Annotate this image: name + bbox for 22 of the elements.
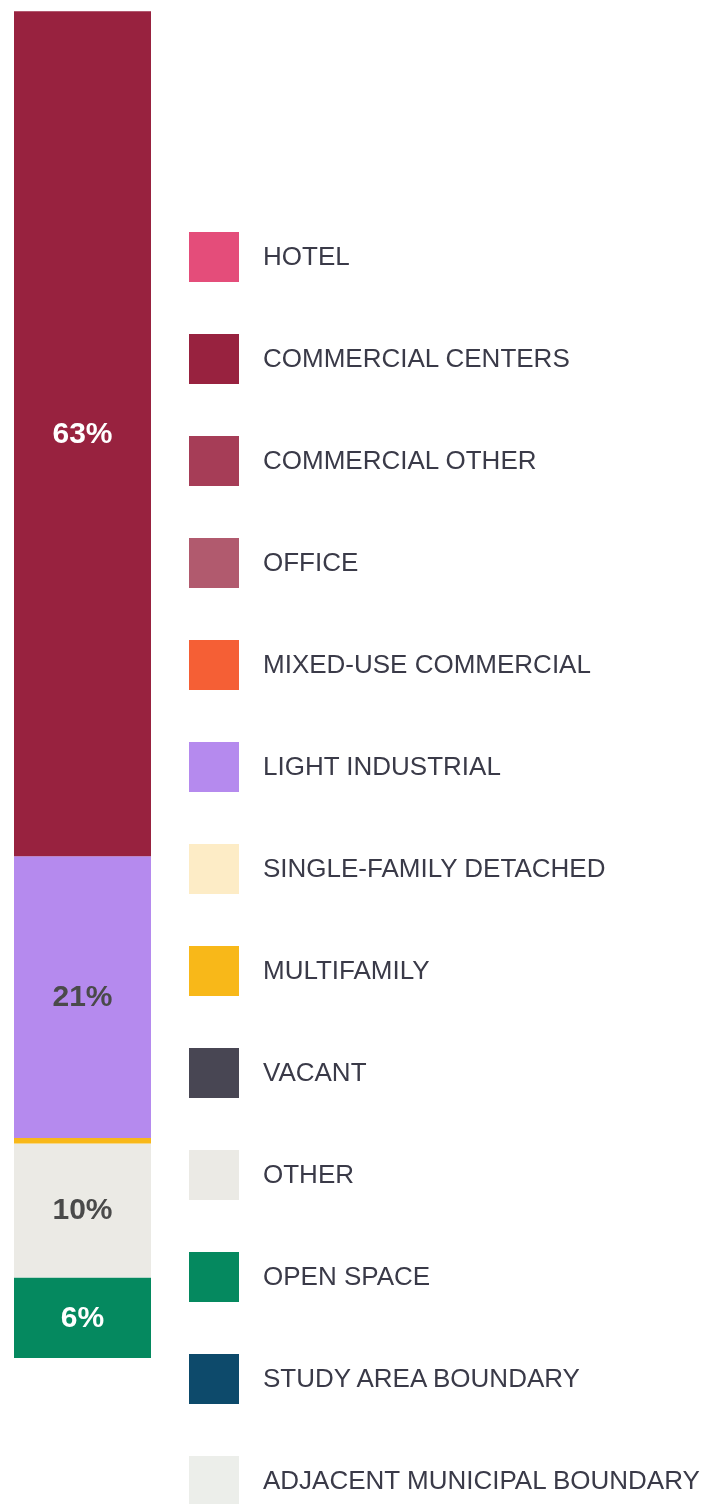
bar [14, 1277, 151, 1358]
legend-label: COMMERCIAL OTHER [263, 445, 537, 475]
bar [14, 11, 151, 857]
legend-label: OFFICE [263, 547, 359, 577]
legend-label: LIGHT INDUSTRIAL [263, 751, 501, 781]
legend-label: MIXED-USE COMMERCIAL [263, 649, 591, 679]
legend-label: COMMERCIAL CENTERS [263, 343, 570, 373]
legend-label: OTHER [263, 1159, 354, 1189]
bar [14, 1138, 151, 1144]
legend-label: HOTEL [263, 241, 350, 271]
legend-label: ADJACENT MUNICIPAL BOUNDARY [263, 1465, 700, 1495]
legend-label: MULTIFAMILY [263, 955, 430, 985]
legend-label: VACANT [263, 1057, 367, 1087]
legend-label: STUDY AREA BOUNDARY [263, 1363, 580, 1393]
bar [14, 856, 151, 1139]
legend-label: OPEN SPACE [263, 1261, 431, 1291]
data-label: 6% [60, 1299, 105, 1333]
data-label: 21% [52, 979, 113, 1013]
data-label: 63% [52, 415, 113, 449]
legend-label: SINGLE-FAMILY DETACHED [263, 853, 606, 883]
data-label: 10% [52, 1192, 113, 1226]
bar [14, 1143, 151, 1278]
